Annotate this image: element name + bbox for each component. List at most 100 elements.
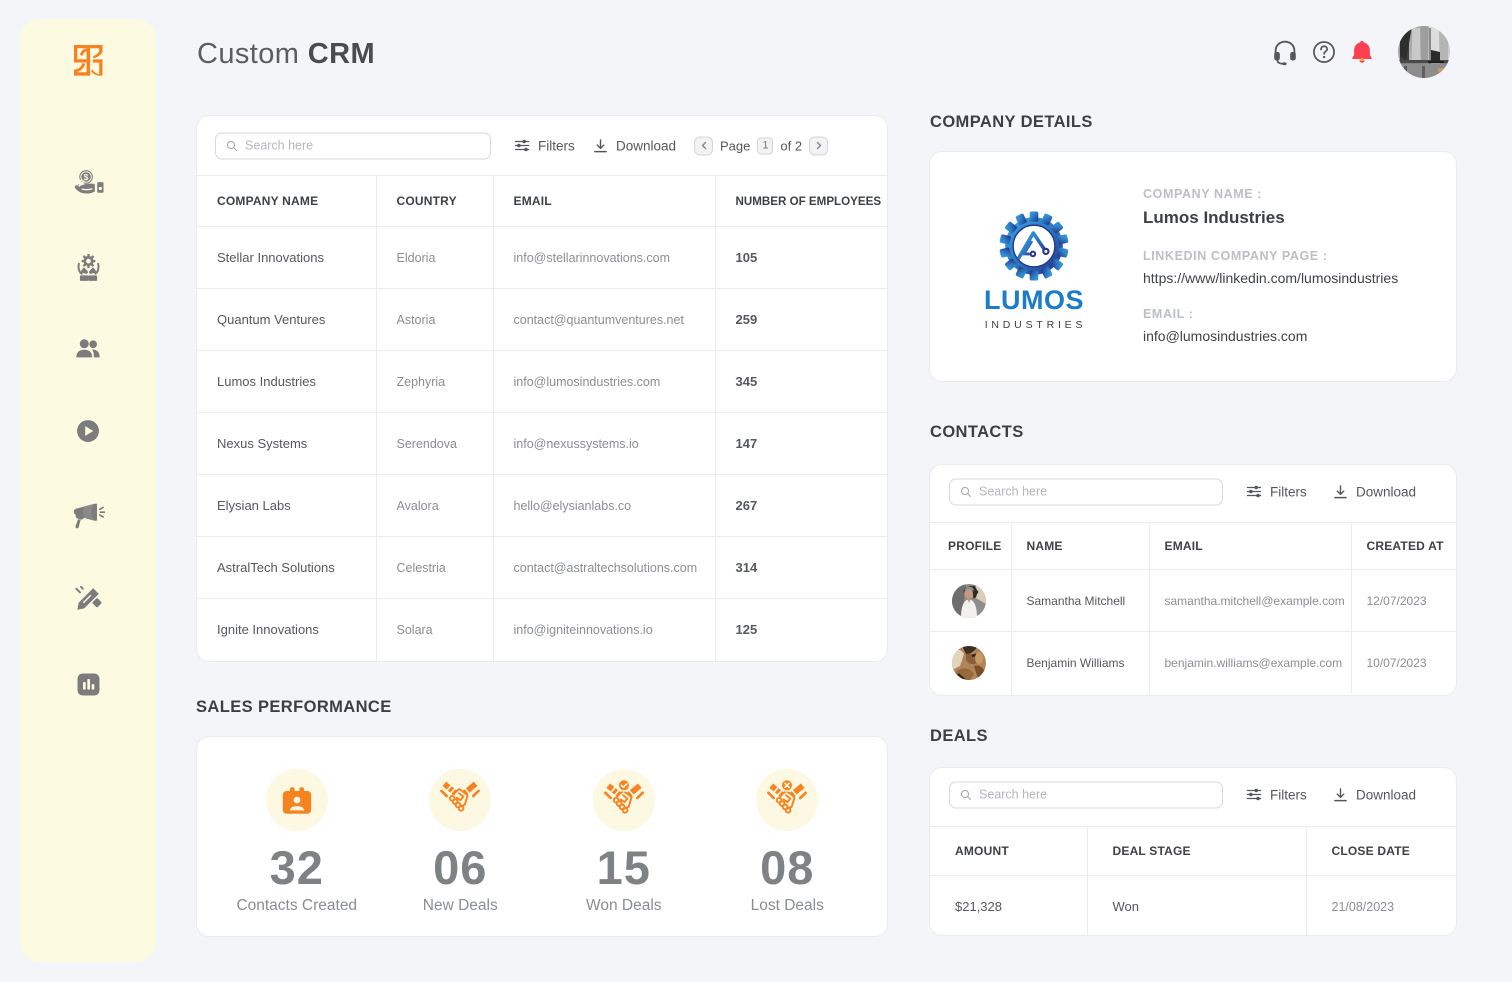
svg-text:$: $ — [83, 172, 88, 182]
table-row[interactable]: Samantha Mitchell samantha.mitchell@exam… — [930, 569, 1456, 632]
cell-name: AstralTech Solutions — [217, 560, 335, 575]
app-logo-icon[interactable] — [71, 41, 105, 76]
user-avatar[interactable] — [1398, 26, 1450, 78]
chevron-left-icon — [701, 141, 706, 150]
contacts-filters-button[interactable]: Filters — [1246, 484, 1307, 499]
download-label: Download — [616, 138, 677, 153]
sidebar-item-services[interactable] — [71, 250, 105, 284]
company-details-card: LUMOS INDUSTRIES COMPANY NAME : Lumos In… — [929, 151, 1457, 382]
cell-profile — [930, 570, 1011, 632]
page-title-regular: Custom — [197, 38, 300, 70]
cell-stage: Won — [1086, 875, 1306, 935]
stat-new-deals: 06 New Deals — [379, 737, 543, 915]
pagination: Page 1 of 2 — [694, 136, 829, 155]
col-amount: AMOUNT — [930, 826, 1087, 876]
sidebar-item-contacts[interactable] — [71, 331, 105, 365]
company-name-label: COMPANY NAME : — [1143, 187, 1263, 201]
cell-employees: 147 — [714, 412, 887, 475]
download-icon — [594, 138, 607, 152]
sales-performance-title: SALES PERFORMANCE — [196, 698, 392, 716]
chevron-right-icon — [816, 141, 821, 150]
sidebar-item-design[interactable] — [71, 582, 105, 616]
cell-email: contact@astraltechsolutions.com — [492, 536, 715, 599]
stat-label: Lost Deals — [750, 897, 824, 914]
contacts-search-input[interactable] — [979, 484, 1212, 499]
col-email: EMAIL — [492, 175, 715, 227]
cell-created-at: 12/07/2023 — [1350, 569, 1456, 632]
deals-search-input[interactable] — [979, 787, 1212, 802]
company-details-title: COMPANY DETAILS — [930, 113, 1093, 131]
cell-email: hello@elysianlabs.co — [492, 474, 715, 537]
cell-name: Quantum Ventures — [217, 312, 326, 327]
prev-page-button[interactable] — [694, 136, 713, 155]
contacts-header-row: PROFILE NAME EMAIL CREATED AT — [930, 522, 1456, 570]
help-icon[interactable] — [1310, 38, 1338, 66]
brand-subtitle: INDUSTRIES — [984, 319, 1087, 331]
deals-header-row: AMOUNT DEAL STAGE CLOSE DATE — [930, 826, 1456, 876]
sidebar-item-analytics[interactable] — [71, 667, 105, 701]
cell-name: Benjamin Williams — [1010, 631, 1149, 694]
deals-table: AMOUNT DEAL STAGE CLOSE DATE $21,328 Won… — [930, 826, 1456, 935]
table-row[interactable]: Stellar Innovations Eldoria info@stellar… — [197, 226, 887, 289]
search-icon — [960, 486, 972, 497]
contacts-card: Filters Download PROFILE NAME EMAIL CREA… — [929, 464, 1457, 696]
headset-icon[interactable] — [1270, 37, 1300, 67]
search-icon — [226, 140, 238, 151]
company-details-fields: COMPANY NAME : Lumos Industries LINKEDIN… — [1143, 187, 1398, 365]
contacts-download-button[interactable]: Download — [1333, 484, 1416, 499]
sidebar-item-marketing[interactable] — [71, 498, 105, 532]
table-row[interactable]: $21,328 Won 21/08/2023 — [930, 875, 1456, 935]
cell-country: Astoria — [375, 288, 493, 351]
cell-email: info@nexussystems.io — [492, 412, 715, 475]
next-page-button[interactable] — [809, 136, 829, 155]
contact-avatar — [952, 583, 986, 618]
table-row[interactable]: Elysian Labs Avalora hello@elysianlabs.c… — [197, 474, 887, 537]
table-row[interactable]: Nexus Systems Serendova info@nexussystem… — [197, 412, 887, 475]
contacts-toolbar: Filters Download — [930, 478, 1456, 505]
linkedin-value[interactable]: https://www/linkedin.com/lumosindustries — [1143, 270, 1399, 286]
col-employees: NUMBER OF EMPLOYEES — [714, 175, 887, 227]
download-label: Download — [1356, 484, 1417, 499]
companies-download-button[interactable]: Download — [593, 138, 676, 153]
companies-search-input[interactable] — [245, 138, 480, 153]
contact-avatar — [952, 645, 986, 680]
col-email: EMAIL — [1148, 522, 1351, 570]
handshake-check-icon — [592, 769, 655, 831]
companies-filters-button[interactable]: Filters — [514, 138, 575, 153]
stat-lost-deals: 08 Lost Deals — [706, 737, 870, 915]
stat-contacts-created: 32 Contacts Created — [215, 737, 379, 915]
col-created-at: CREATED AT — [1350, 522, 1456, 570]
table-row[interactable]: Ignite Innovations Solara info@igniteinn… — [197, 598, 887, 661]
cell-country: Avalora — [375, 474, 493, 537]
current-page-indicator[interactable]: 1 — [757, 137, 774, 154]
cell-name: Lumos Industries — [217, 374, 316, 389]
deals-search[interactable] — [949, 781, 1223, 808]
cell-profile — [930, 632, 1011, 694]
stat-value: 32 — [269, 841, 324, 894]
table-row[interactable]: AstralTech Solutions Celestria contact@a… — [197, 536, 887, 599]
download-icon — [1334, 787, 1347, 801]
sidebar: $ — [20, 19, 156, 962]
companies-table: COMPANY NAME COUNTRY EMAIL NUMBER OF EMP… — [197, 175, 887, 661]
stat-label: Won Deals — [585, 897, 662, 914]
deals-download-button[interactable]: Download — [1333, 787, 1416, 802]
email-label: EMAIL : — [1143, 307, 1194, 321]
table-row[interactable]: Quantum Ventures Astoria contact@quantum… — [197, 288, 887, 351]
contacts-search[interactable] — [949, 478, 1223, 505]
table-row[interactable]: Lumos Industries Zephyria info@lumosindu… — [197, 350, 887, 413]
sidebar-item-sales[interactable]: $ — [71, 167, 105, 201]
companies-search[interactable] — [215, 132, 491, 159]
cell-name: Stellar Innovations — [217, 250, 324, 265]
page-total-label: of 2 — [780, 138, 803, 153]
cell-created-at: 10/07/2023 — [1350, 631, 1456, 694]
cell-employees: 105 — [714, 226, 887, 289]
download-label: Download — [1356, 787, 1417, 802]
notification-bell-icon[interactable] — [1348, 38, 1376, 66]
cell-name: Elysian Labs — [217, 498, 291, 513]
deals-filters-button[interactable]: Filters — [1246, 787, 1307, 802]
company-logo: LUMOS INDUSTRIES — [974, 210, 1094, 331]
table-row[interactable]: Benjamin Williams benjamin.williams@exam… — [930, 631, 1456, 694]
sidebar-item-media[interactable] — [71, 414, 105, 448]
cell-amount: $21,328 — [955, 899, 1002, 915]
